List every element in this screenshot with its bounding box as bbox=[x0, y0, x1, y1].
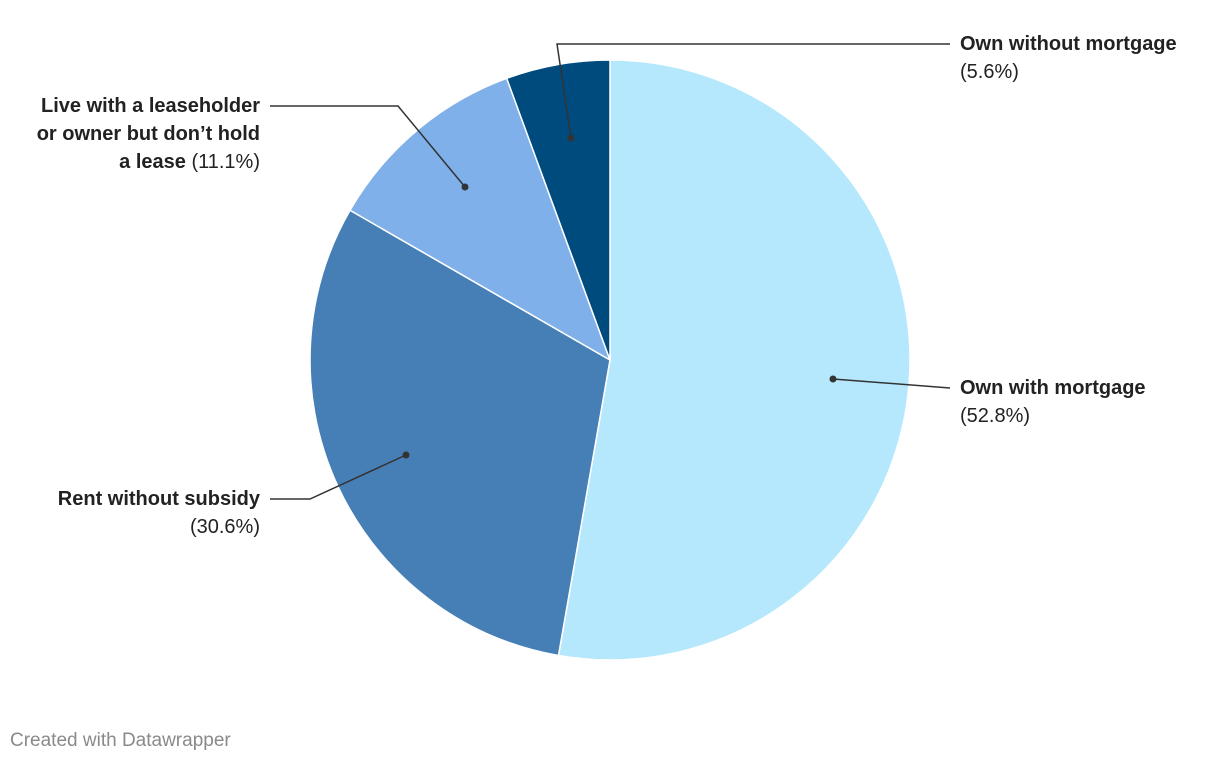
label-value: (11.1%) bbox=[191, 151, 260, 173]
pie-slice bbox=[309, 209, 611, 657]
slice-label: Live with a leaseholder or owner but don… bbox=[28, 92, 260, 176]
leader-line bbox=[832, 378, 951, 389]
credit: Created with Datawrapper bbox=[10, 730, 231, 751]
label-value: (30.6%) bbox=[189, 516, 260, 538]
leader-line bbox=[556, 43, 950, 139]
slice-label: Rent without subsidy (30.6%) bbox=[0, 485, 260, 541]
pie-slice bbox=[557, 59, 911, 661]
slice-label: Own without mortgage (5.6%) bbox=[960, 30, 1177, 86]
leader-line bbox=[270, 105, 466, 188]
label-name: Own with mortgage bbox=[960, 377, 1146, 399]
label-name: Rent without subsidy bbox=[57, 488, 260, 510]
leader-dot bbox=[402, 451, 410, 459]
label-name: Own without mortgage bbox=[960, 33, 1177, 55]
label-name: Live with a leaseholder or owner but don… bbox=[36, 95, 260, 173]
label-value: (5.6%) bbox=[960, 61, 1019, 83]
leader-dot bbox=[461, 183, 469, 191]
label-value: (52.8%) bbox=[960, 405, 1031, 427]
leader-dot bbox=[829, 375, 837, 383]
leader-line bbox=[270, 454, 407, 500]
slice-label: Own with mortgage (52.8%) bbox=[960, 374, 1146, 430]
leader-dot bbox=[567, 134, 575, 142]
pie-slice bbox=[349, 77, 612, 362]
pie-slice bbox=[505, 59, 611, 361]
